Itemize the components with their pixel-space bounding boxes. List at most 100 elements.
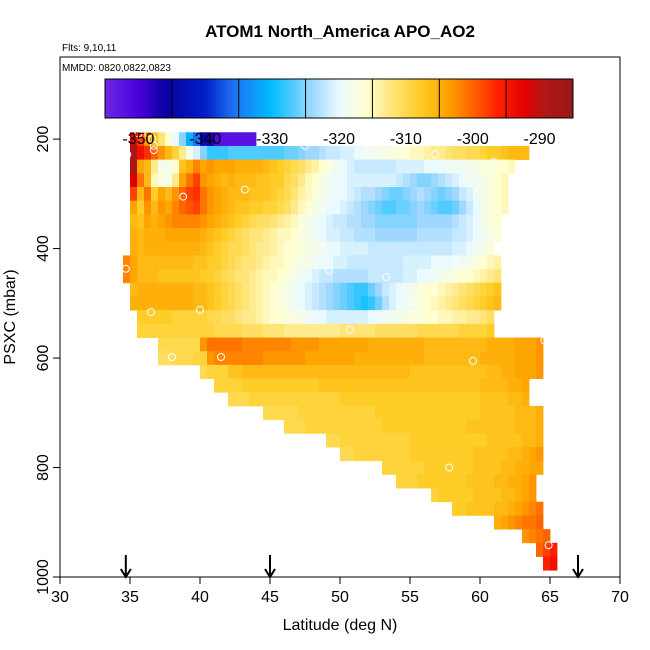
heatmap-cell	[151, 296, 159, 311]
chart-title: ATOM1 North_America APO_AO2	[205, 22, 475, 41]
colorbar-segment	[435, 79, 440, 118]
colorbar-segment	[191, 79, 196, 118]
colorbar-segment	[352, 79, 357, 118]
colorbar-segment	[262, 79, 266, 118]
heatmap-cell	[221, 323, 229, 338]
heatmap-cell	[228, 145, 236, 161]
heatmap-cell	[424, 364, 432, 379]
heatmap-cell	[473, 241, 481, 256]
heatmap-cell	[508, 351, 516, 366]
heatmap-cell	[319, 241, 327, 256]
heatmap-cell	[375, 282, 383, 297]
heatmap-cell	[340, 187, 348, 202]
heatmap-cell	[305, 173, 313, 188]
heatmap-cell	[249, 255, 257, 270]
heatmap-cell	[515, 351, 523, 366]
colorbar-segment	[318, 79, 323, 118]
heatmap-cell	[165, 200, 173, 215]
heatmap-cell	[291, 173, 299, 188]
heatmap-cell	[137, 132, 145, 147]
heatmap-cell	[382, 433, 390, 448]
heatmap-cell	[459, 378, 467, 393]
heatmap-cell	[172, 269, 180, 284]
heatmap-cell	[179, 351, 187, 366]
heatmap-cell	[347, 351, 355, 366]
heatmap-cell	[389, 296, 397, 311]
heatmap-cell	[291, 392, 299, 407]
heatmap-cell	[277, 296, 285, 311]
colorbar-tick-label: -320	[323, 131, 355, 148]
heatmap-cell	[445, 228, 453, 243]
heatmap-cell	[508, 405, 516, 421]
heatmap-cell	[277, 200, 285, 215]
heatmap-cell	[417, 474, 425, 489]
heatmap-cell	[466, 200, 474, 215]
heatmap-cell	[417, 296, 425, 311]
heatmap-cell	[368, 200, 376, 215]
heatmap-cell	[410, 419, 418, 434]
heatmap-cell	[242, 310, 250, 325]
heatmap-cell	[284, 405, 292, 421]
heatmap-cell	[347, 364, 355, 379]
heatmap-cell	[529, 529, 537, 544]
heatmap-cell	[487, 405, 495, 421]
heatmap-cell	[242, 337, 250, 352]
heatmap-cell	[452, 405, 460, 421]
heatmap-cell	[165, 214, 173, 229]
heatmap-cell	[158, 310, 166, 325]
heatmap-cell	[249, 187, 257, 202]
heatmap-cell	[221, 337, 229, 352]
heatmap-cell	[144, 187, 152, 202]
heatmap-cell	[291, 187, 299, 202]
heatmap-cell	[445, 159, 453, 174]
heatmap-cell	[466, 310, 474, 325]
observation-point	[431, 150, 440, 159]
heatmap-cell	[431, 447, 439, 462]
heatmap-cell	[193, 296, 201, 311]
heatmap-cell	[270, 159, 278, 174]
heatmap-cell	[438, 214, 446, 229]
heatmap-cell	[382, 460, 390, 475]
colorbar-segment	[516, 79, 521, 118]
heatmap-cell	[179, 145, 187, 161]
heatmap-cell	[228, 159, 236, 174]
heatmap-cell	[445, 296, 453, 311]
heatmap-cell	[424, 460, 432, 475]
heatmap-cell	[193, 214, 201, 229]
heatmap-cell	[172, 159, 180, 174]
heatmap-cell	[312, 145, 320, 161]
heatmap-cell	[333, 269, 341, 284]
heatmap-cell	[431, 392, 439, 407]
heatmap-cell	[368, 351, 376, 366]
heatmap-cell	[144, 310, 152, 325]
observation-point	[345, 325, 354, 334]
heatmap-cell	[123, 255, 131, 270]
heatmap-cell	[179, 337, 187, 352]
heatmap-cell	[200, 337, 208, 352]
heatmap-cell	[263, 323, 271, 338]
heatmap-cell	[235, 378, 243, 393]
heatmap-cell	[207, 159, 215, 174]
heatmap-cell	[403, 187, 411, 202]
heatmap-cell	[361, 241, 369, 256]
heatmap-cell	[375, 378, 383, 393]
observation-point	[408, 297, 417, 306]
heatmap-cell	[480, 378, 488, 393]
heatmap-cell	[424, 351, 432, 366]
heatmap-cell	[172, 241, 180, 256]
heatmap-cell	[207, 282, 215, 297]
heatmap-cell	[186, 323, 194, 338]
heatmap-cell	[403, 310, 411, 325]
heatmap-cell	[256, 241, 264, 256]
heatmap-cell	[536, 405, 544, 421]
heatmap-cell	[354, 159, 362, 174]
heatmap-cell	[396, 255, 404, 270]
heatmap-cell	[410, 241, 418, 256]
heatmap-cell	[312, 282, 320, 297]
heatmap-cell	[256, 187, 264, 202]
heatmap-cell	[487, 433, 495, 448]
heatmap-cell	[438, 488, 446, 503]
heatmap-cell	[123, 269, 131, 284]
heatmap-cell	[522, 515, 530, 530]
colorbar-segment	[195, 79, 200, 118]
